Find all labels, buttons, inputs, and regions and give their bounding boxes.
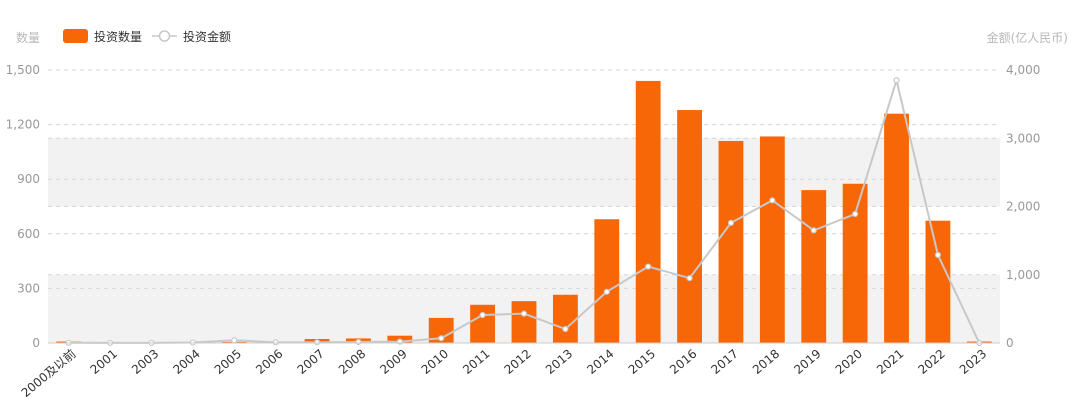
line-point[interactable] <box>520 310 528 317</box>
bar[interactable] <box>552 294 578 343</box>
right-tick-label: 4,000 <box>1006 63 1040 77</box>
left-tick-label: 300 <box>17 281 40 295</box>
x-tick-label: 2011 <box>460 347 492 377</box>
x-tick-label: 2007 <box>295 347 327 377</box>
x-tick-label: 2018 <box>750 347 782 377</box>
x-tick-label: 2003 <box>129 347 161 377</box>
x-tick-label: 2006 <box>253 347 285 377</box>
line-point[interactable] <box>189 339 196 346</box>
line-point[interactable] <box>686 275 693 282</box>
legend-label-amount: 投资金额 <box>183 29 232 44</box>
line-point[interactable] <box>893 77 900 84</box>
right-tick-label: 0 <box>1006 336 1014 350</box>
line-point[interactable] <box>645 263 652 270</box>
x-tick-label: 2012 <box>502 347 534 377</box>
bar[interactable] <box>470 304 496 343</box>
line-swatch-icon <box>152 30 178 42</box>
left-tick-label: 1,500 <box>6 63 40 77</box>
bar[interactable] <box>842 183 868 343</box>
line-point[interactable] <box>603 288 610 295</box>
x-tick-label: 2004 <box>170 347 202 377</box>
line-point[interactable] <box>934 251 942 259</box>
left-tick-label: 600 <box>17 227 40 241</box>
left-tick-label: 0 <box>32 336 40 350</box>
x-tick-label: 2010 <box>419 347 451 377</box>
x-tick-label: 2005 <box>212 347 244 377</box>
legend-label-count: 投资数量 <box>94 29 143 44</box>
line-point[interactable] <box>810 227 817 234</box>
line-point[interactable] <box>272 339 279 346</box>
left-tick-label: 1,200 <box>6 118 40 132</box>
x-tick-label: 2000及以前 <box>18 346 79 400</box>
legend-item-amount[interactable]: 投资金额 <box>152 28 231 45</box>
right-axis-title: 金额(亿人民币) <box>986 31 1068 45</box>
x-tick-label: 2016 <box>667 347 699 377</box>
legend: 投资数量 投资金额 <box>63 27 241 45</box>
legend-item-count[interactable]: 投资数量 <box>63 28 142 45</box>
line-point[interactable] <box>852 210 859 218</box>
x-tick-label: 2013 <box>543 347 575 377</box>
x-tick-label: 2015 <box>626 347 658 377</box>
bar[interactable] <box>884 113 909 344</box>
grid-band <box>48 138 1000 207</box>
bar[interactable] <box>511 301 537 343</box>
bar[interactable] <box>718 140 744 343</box>
x-tick-label: 2021 <box>874 347 906 377</box>
line-point[interactable] <box>313 339 321 346</box>
x-tick-label: 2017 <box>708 347 740 377</box>
left-tick-label: 900 <box>17 172 40 186</box>
line-point[interactable] <box>479 311 486 319</box>
line-point[interactable] <box>727 219 735 226</box>
right-tick-label: 1,000 <box>1006 268 1040 282</box>
x-tick-label: 2019 <box>791 347 823 377</box>
x-tick-label: 2014 <box>584 347 616 377</box>
bar[interactable] <box>635 80 661 344</box>
x-tick-label: 2009 <box>377 347 409 377</box>
x-tick-label: 2008 <box>336 347 368 377</box>
line-point[interactable] <box>231 337 238 344</box>
bar[interactable] <box>801 190 827 343</box>
bar[interactable] <box>677 110 702 343</box>
x-tick-label: 2020 <box>833 347 865 377</box>
right-tick-label: 2,000 <box>1006 200 1040 214</box>
line-point[interactable] <box>562 325 569 333</box>
right-tick-label: 3,000 <box>1006 131 1040 145</box>
bar-swatch-icon <box>63 29 88 43</box>
left-axis-title: 数量 <box>16 31 41 45</box>
line-point[interactable] <box>438 335 445 342</box>
bar[interactable] <box>925 220 951 343</box>
line-point[interactable] <box>355 338 362 346</box>
x-tick-label: 2023 <box>957 347 989 377</box>
line-point[interactable] <box>769 197 776 204</box>
bar[interactable] <box>594 219 620 343</box>
bar[interactable] <box>759 136 785 343</box>
x-tick-label: 2001 <box>88 347 120 377</box>
x-tick-label: 2022 <box>915 347 947 377</box>
